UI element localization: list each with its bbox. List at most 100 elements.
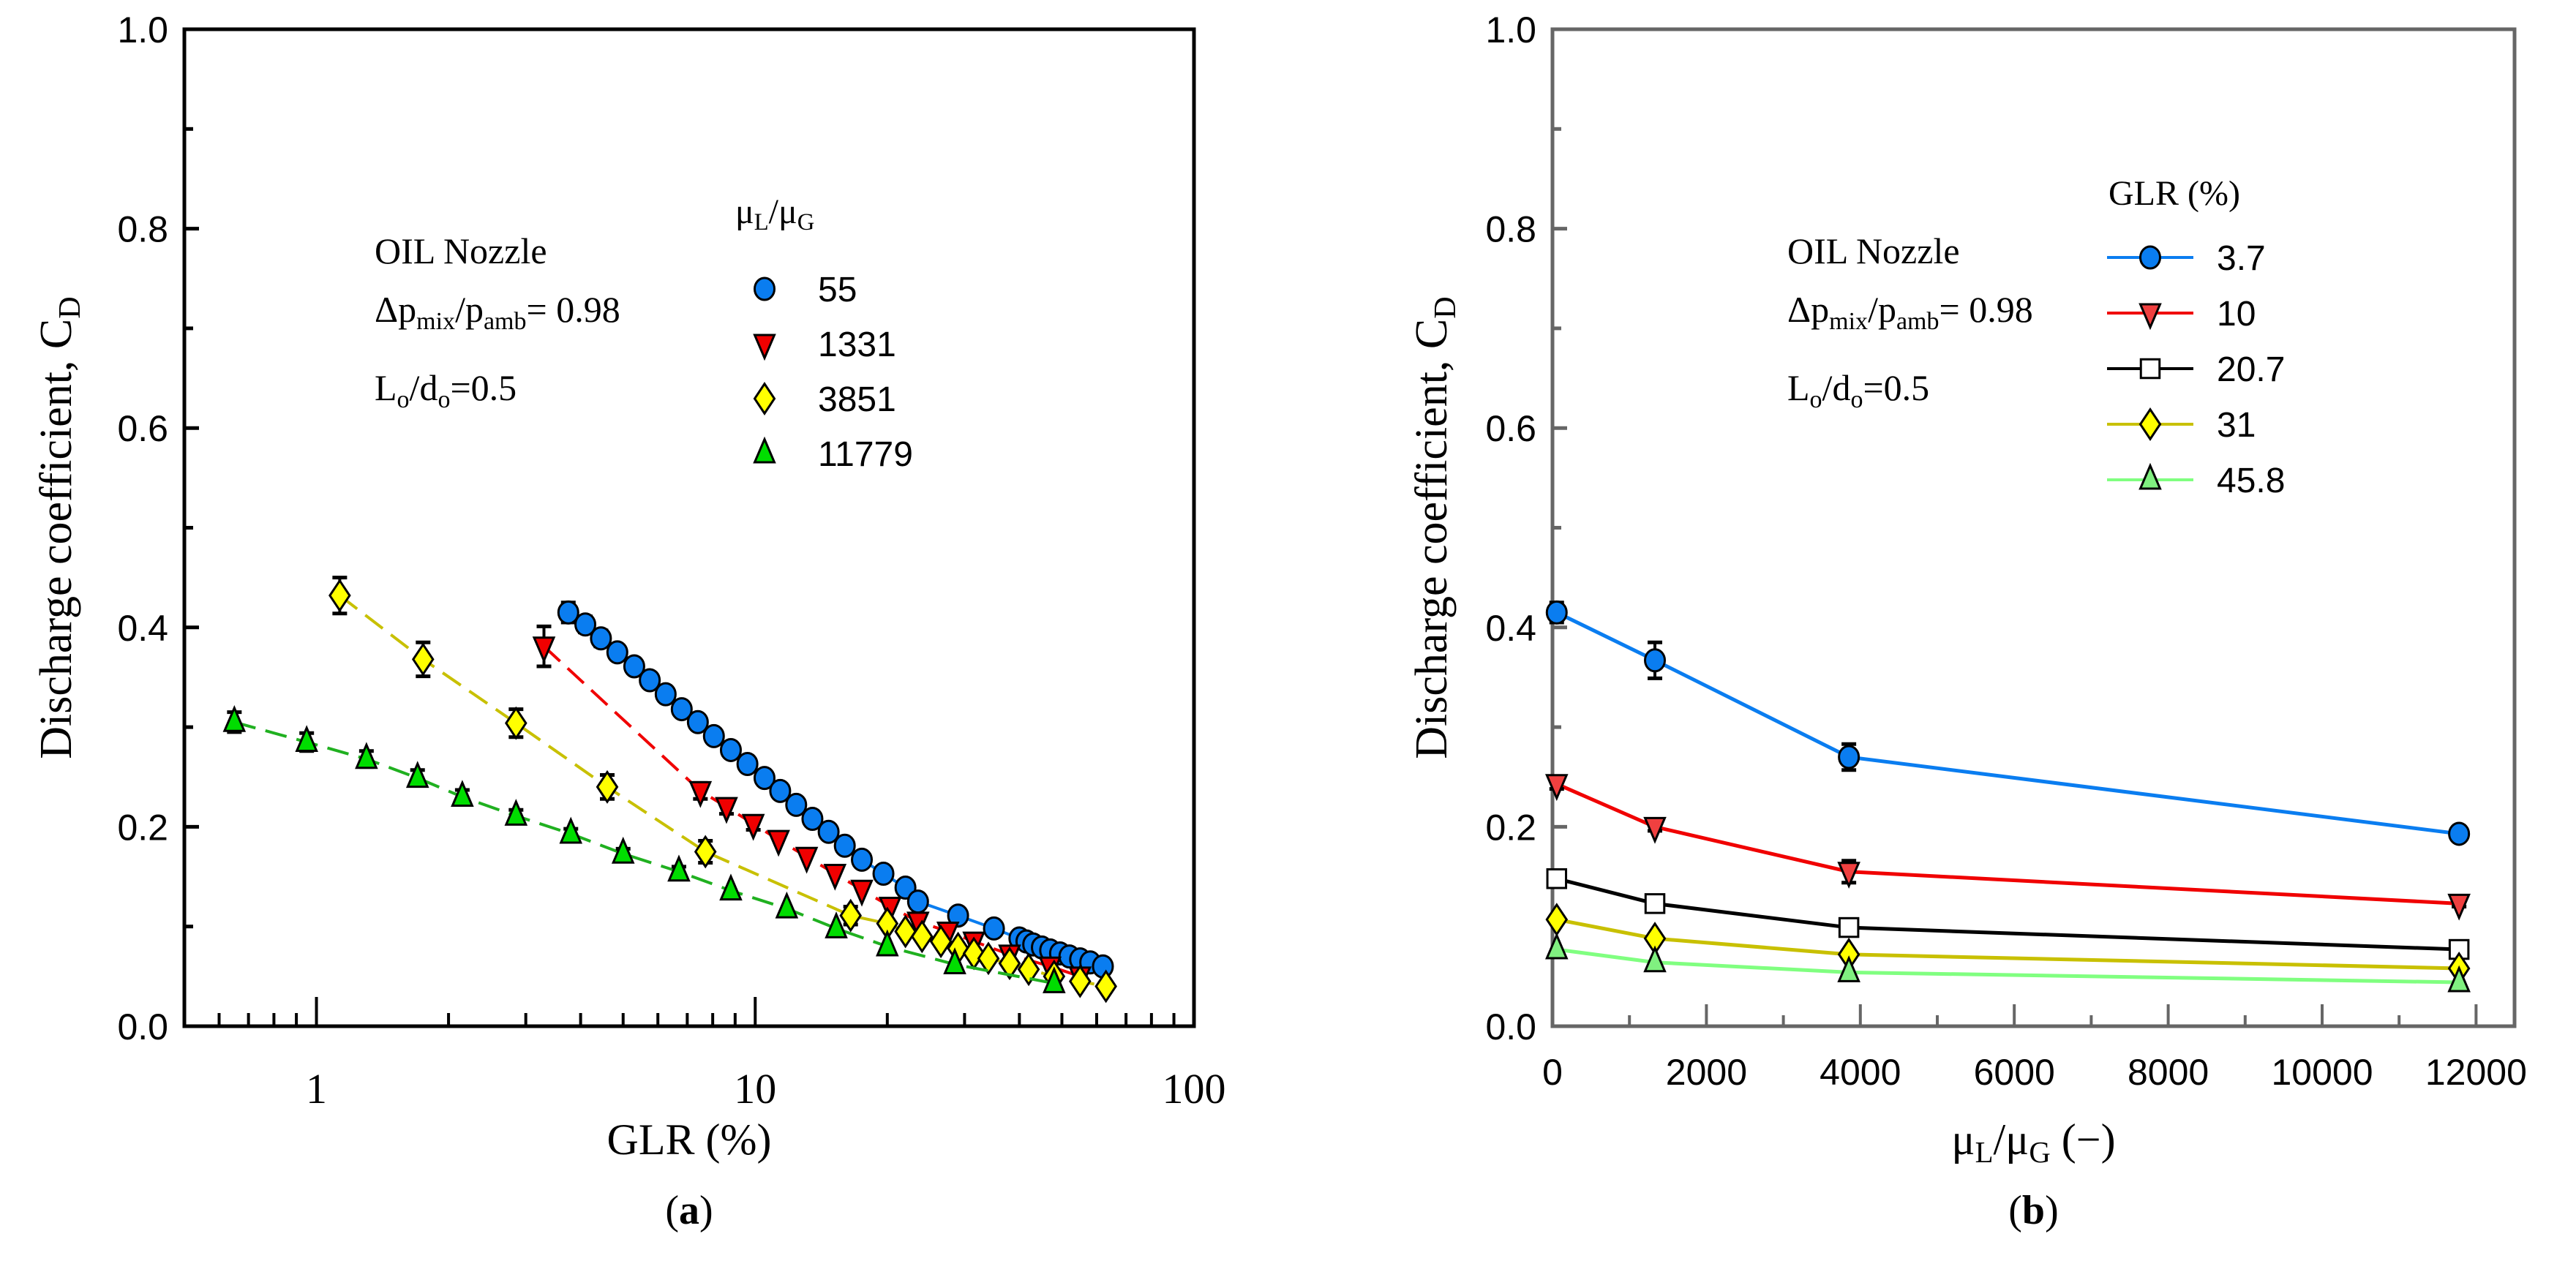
x-tick-label: 0 (1542, 1052, 1563, 1093)
subscript: o (397, 386, 410, 413)
data-point (785, 792, 808, 817)
legend-marker (2138, 462, 2162, 490)
text-part: /μ (1993, 1115, 2029, 1164)
x-tick-label: 4000 (1820, 1052, 1901, 1093)
text-part: = 0.98 (1939, 289, 2033, 330)
subscript: amb (484, 308, 527, 335)
legend-label: 3851 (818, 380, 896, 419)
subscript: amb (1896, 308, 1939, 335)
data-point (505, 706, 527, 740)
text-part: /d (410, 367, 438, 408)
text-part: a (679, 1188, 699, 1233)
legend-marker (2138, 407, 2162, 441)
text-part: μ (735, 192, 754, 231)
text-part: Discharge coefficient, C (1407, 319, 1457, 759)
data-point (872, 861, 895, 886)
data-point (295, 725, 318, 753)
text-part: =0.5 (450, 367, 517, 408)
data-point (947, 903, 969, 928)
x-tick-label: 10 (734, 1065, 776, 1113)
y-tick-label: 1.0 (1485, 10, 1536, 50)
data-point (1644, 893, 1666, 914)
text-part: ) (699, 1188, 713, 1233)
data-point (839, 898, 863, 933)
legend: GLR (%) 3.7 10 20.7 31 45.8 (2107, 174, 2285, 500)
data-point (817, 819, 840, 844)
text-part: μ (1951, 1115, 1975, 1164)
series-line (233, 720, 1055, 985)
subscript: D (1428, 296, 1462, 318)
data-point (943, 947, 966, 974)
panel-label: (b) (2008, 1188, 2058, 1233)
legend-marker (753, 382, 776, 415)
panel-a-chart: 0.0 0.2 0.4 0.6 0.8 1.0 1 10 100 GLR (%) Discharge… (31, 10, 1226, 1233)
data-point (405, 761, 429, 788)
text-part: OIL Nozzle (375, 230, 547, 271)
data-point (1545, 600, 1568, 625)
data-point (823, 863, 847, 891)
data-point (1838, 745, 1860, 769)
text-part: /p (455, 289, 484, 330)
legend-marker (2138, 303, 2162, 331)
legend-marker (2139, 245, 2161, 270)
y-tick-label: 0.8 (117, 209, 168, 250)
data-point (355, 742, 378, 769)
text-part: GLR (%) (2109, 174, 2240, 213)
data-point (606, 640, 628, 665)
data-point (1545, 932, 1569, 960)
data-point (1546, 868, 1568, 889)
subscript: o (1810, 386, 1822, 413)
text-part: Discharge coefficient, C (31, 319, 81, 759)
x-tick-label: 10000 (2271, 1052, 2373, 1093)
data-point (775, 891, 799, 919)
x-tick-label: 100 (1163, 1065, 1226, 1113)
y-axis-title: Discharge coefficient, CD (1407, 296, 1462, 759)
text-part: = 0.98 (527, 289, 620, 330)
annotation-line: OIL Nozzle (1787, 230, 1960, 271)
series-line (1556, 876, 2460, 952)
data-point (1837, 955, 1860, 982)
data-point (2447, 965, 2471, 993)
subscript: o (1850, 386, 1863, 413)
x-tick-label: 12000 (2425, 1052, 2527, 1093)
data-point (1068, 964, 1092, 998)
data-point (2448, 821, 2471, 846)
text-part: Δp (375, 289, 416, 330)
plot-frame (182, 27, 1196, 1028)
legend-label: 45.8 (2217, 462, 2285, 500)
data-point (801, 806, 824, 831)
panel-label: (a) (665, 1188, 713, 1233)
y-tick-label: 0.2 (1485, 807, 1536, 848)
data-point (850, 879, 874, 907)
subscript: o (438, 386, 450, 413)
data-point (833, 833, 856, 858)
data-point (876, 929, 899, 957)
subscript: L (754, 209, 769, 236)
text-part: ( (665, 1188, 679, 1233)
subscript: D (53, 296, 87, 318)
data-point (736, 752, 759, 777)
series-10 (1545, 774, 2471, 921)
data-point (694, 835, 717, 869)
data-point (702, 723, 725, 748)
data-point (639, 668, 661, 693)
data-point (667, 854, 691, 882)
y-tick-label: 0.6 (117, 408, 168, 449)
text-part: Δp (1787, 289, 1829, 330)
subscript: L (1975, 1136, 1994, 1169)
data-point (719, 873, 743, 901)
data-point (1043, 966, 1066, 993)
x-tick-label: 8000 (2128, 1052, 2209, 1093)
legend-label: 20.7 (2217, 350, 2285, 389)
data-point (328, 579, 351, 613)
series-3.7 (1545, 600, 2471, 846)
x-tick-label: 1 (306, 1065, 327, 1113)
data-point (1545, 774, 1569, 802)
y-tick-label: 0.0 (117, 1006, 168, 1047)
data-point (2447, 893, 2471, 921)
text-part: ) (2045, 1188, 2059, 1233)
data-point (977, 941, 1000, 976)
y-tick-label: 0.4 (117, 608, 168, 649)
text-part: L (1787, 367, 1810, 408)
